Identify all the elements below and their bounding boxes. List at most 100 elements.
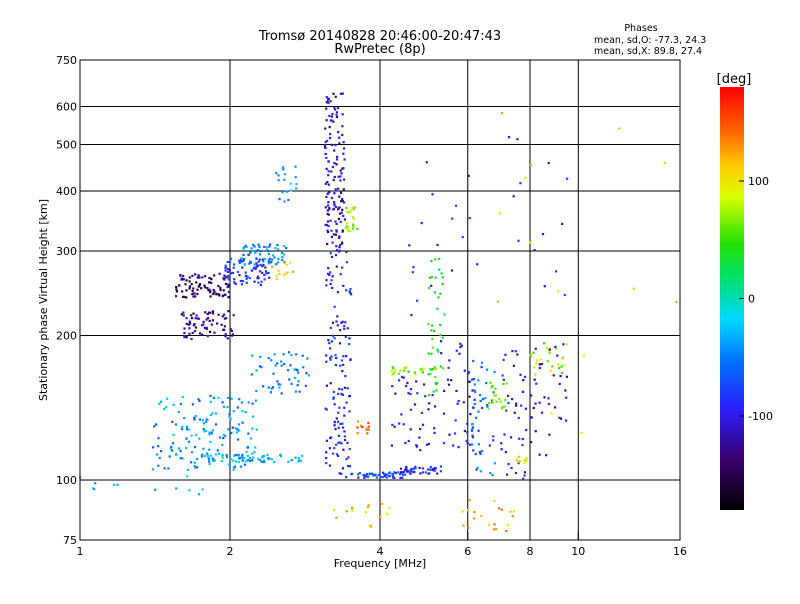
data-point	[336, 420, 340, 423]
data-point	[339, 364, 342, 367]
data-point	[246, 275, 249, 278]
data-point	[328, 191, 331, 194]
data-point	[345, 289, 348, 292]
data-point	[244, 271, 247, 274]
data-point	[486, 404, 489, 407]
data-point	[254, 399, 257, 402]
data-point	[185, 317, 188, 320]
data-point	[211, 312, 215, 315]
data-point	[269, 391, 272, 394]
data-point	[251, 459, 254, 462]
data-point	[479, 470, 482, 473]
colorbar-tick-label: 0	[748, 293, 755, 306]
data-point	[346, 226, 349, 229]
data-point	[372, 474, 375, 477]
data-point	[446, 378, 450, 381]
data-point	[492, 439, 495, 442]
data-point	[334, 95, 337, 98]
data-point	[534, 373, 537, 376]
data-point	[191, 274, 194, 277]
data-point	[489, 381, 492, 384]
data-point	[429, 465, 432, 469]
data-point	[212, 288, 215, 292]
data-point	[257, 281, 260, 284]
data-point	[402, 474, 405, 477]
data-point	[205, 420, 208, 423]
data-point	[532, 406, 535, 410]
data-point	[169, 447, 172, 450]
data-point	[516, 138, 519, 141]
data-point	[341, 370, 344, 373]
data-point	[337, 434, 340, 437]
data-point	[473, 402, 476, 406]
data-point	[523, 471, 526, 474]
data-point	[356, 227, 359, 230]
data-point	[341, 426, 345, 429]
data-point	[339, 169, 342, 172]
data-point	[227, 268, 230, 271]
data-point	[333, 447, 336, 450]
data-point	[196, 466, 199, 469]
data-point	[267, 457, 270, 460]
data-point	[339, 244, 342, 247]
data-point	[540, 362, 543, 366]
data-point	[209, 454, 213, 457]
data-point	[439, 365, 443, 368]
data-point	[342, 355, 345, 358]
data-point	[217, 396, 220, 399]
data-point	[324, 127, 327, 130]
data-point	[208, 288, 211, 291]
data-point	[582, 354, 585, 357]
data-point	[503, 405, 506, 408]
data-point	[330, 143, 333, 146]
data-point	[280, 360, 283, 363]
data-point	[341, 467, 344, 470]
data-point	[388, 506, 391, 509]
data-point	[202, 447, 205, 450]
data-point	[245, 450, 248, 454]
data-point	[346, 327, 349, 330]
data-point	[434, 276, 437, 279]
data-point	[440, 340, 443, 343]
data-point	[192, 312, 195, 315]
data-point	[331, 112, 334, 116]
data-point	[467, 526, 470, 529]
data-point	[193, 323, 196, 326]
data-point	[335, 453, 339, 456]
data-point	[280, 392, 283, 395]
data-point	[295, 353, 298, 356]
data-point	[238, 259, 241, 262]
data-point	[491, 474, 494, 477]
data-point	[189, 322, 192, 325]
data-point	[259, 283, 262, 286]
data-point	[331, 286, 334, 289]
data-point	[398, 473, 402, 476]
data-point	[462, 401, 465, 404]
data-point	[254, 267, 257, 270]
data-point	[547, 402, 550, 406]
data-point	[196, 276, 199, 279]
data-point	[278, 273, 281, 276]
data-point	[344, 321, 347, 324]
data-point	[337, 131, 340, 134]
data-point	[204, 286, 207, 289]
data-point	[433, 427, 436, 430]
data-point	[252, 267, 255, 270]
data-point	[259, 270, 262, 273]
data-point	[504, 451, 507, 454]
data-point	[409, 428, 412, 431]
data-point	[554, 345, 557, 348]
data-point	[517, 239, 520, 242]
data-point	[191, 331, 194, 335]
data-point	[194, 466, 197, 469]
data-point	[506, 473, 509, 476]
data-point	[390, 444, 393, 447]
data-point	[430, 260, 433, 263]
data-point	[240, 259, 243, 263]
data-point	[245, 281, 248, 284]
data-point	[406, 469, 409, 472]
data-point	[433, 366, 436, 369]
data-point	[230, 397, 233, 400]
data-point	[227, 283, 230, 286]
data-point	[510, 436, 513, 439]
